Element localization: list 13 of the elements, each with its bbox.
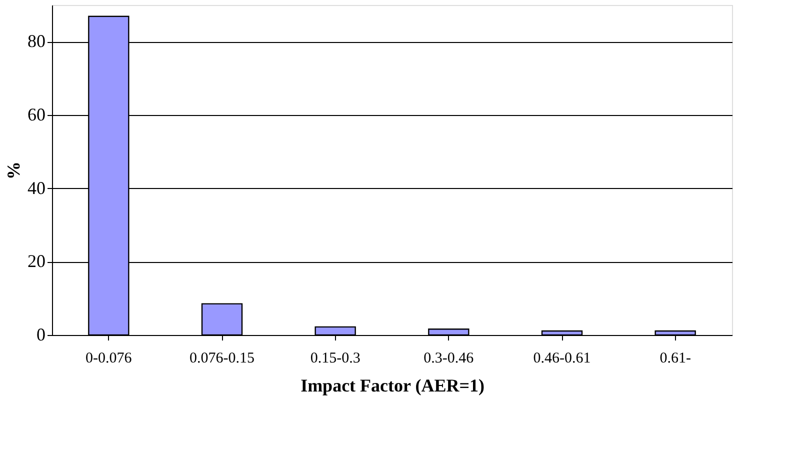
x-tick-label: 0.46-0.61 — [533, 350, 591, 366]
x-tick-label: 0-0.076 — [86, 350, 132, 366]
y-tick-label: 40 — [28, 178, 46, 198]
x-tick-label: 0.61- — [660, 350, 691, 366]
x-tick-label: 0.3-0.46 — [424, 350, 474, 366]
y-tick-label: 0 — [36, 324, 46, 344]
y-tick-label: 60 — [28, 104, 46, 124]
y-tick-label: 80 — [28, 31, 46, 52]
x-axis-title: Impact Factor (AER=1) — [300, 376, 484, 396]
y-tick-label: 20 — [28, 251, 46, 272]
x-tick-label: 0.15-0.3 — [310, 350, 360, 366]
x-tick-label: 0.076-0.15 — [190, 350, 254, 366]
y-axis-title: % — [4, 162, 24, 180]
